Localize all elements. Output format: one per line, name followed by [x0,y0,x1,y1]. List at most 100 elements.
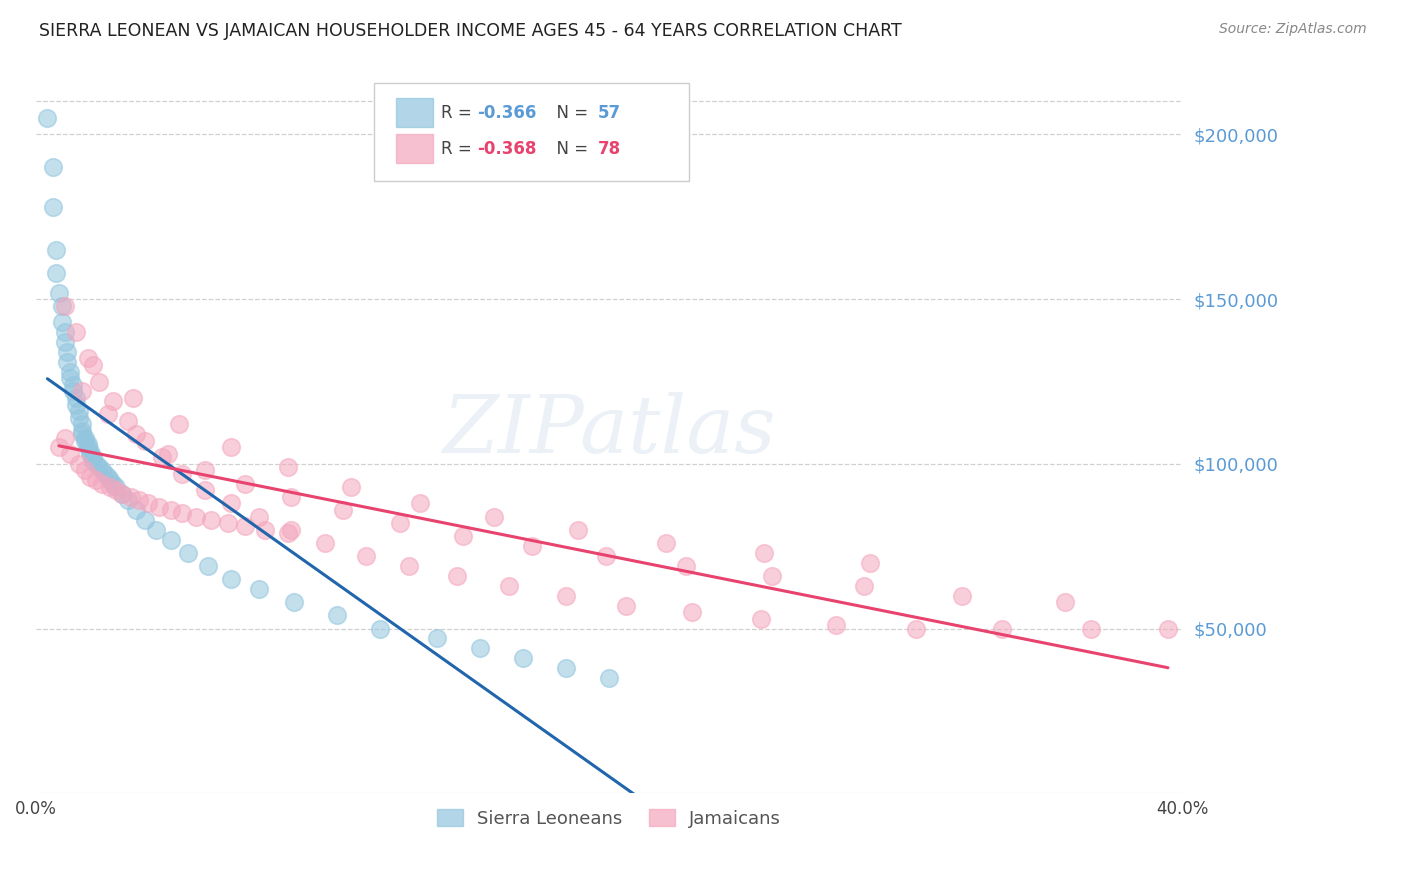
Point [853,579,876,593]
Point [100,480,122,494]
Text: N =: N = [546,140,593,158]
Point [555,661,578,675]
Point [117,493,139,508]
Point [824,618,846,632]
Point [56,355,79,369]
Point [93,467,115,481]
Point [67,457,90,471]
Point [217,516,239,531]
Point [398,559,420,574]
Point [62,377,84,392]
Point [484,509,506,524]
Text: R =: R = [440,103,477,121]
Text: 78: 78 [598,140,621,158]
Point [314,536,336,550]
Point [280,490,302,504]
Point [76,441,98,455]
Point [200,513,222,527]
Point [87,375,110,389]
Point [90,476,112,491]
Text: 57: 57 [598,103,621,121]
Point [136,496,159,510]
Point [254,523,277,537]
Point [249,509,271,524]
Point [73,430,96,444]
Point [105,480,128,494]
Point [675,559,697,574]
Point [598,671,620,685]
Point [134,434,156,448]
Point [283,595,305,609]
Point [65,398,87,412]
Point [681,605,703,619]
Point [233,519,256,533]
Point [67,410,90,425]
Point [53,325,76,339]
Point [125,427,148,442]
Point [159,503,181,517]
Point [53,334,76,349]
Point [655,536,678,550]
Point [388,516,411,531]
Point [79,447,101,461]
Point [90,463,112,477]
Point [197,559,219,574]
Text: Source: ZipAtlas.com: Source: ZipAtlas.com [1219,22,1367,37]
Point [498,579,520,593]
Point [426,632,449,646]
Point [79,470,101,484]
Point [45,243,67,257]
Point [122,391,145,405]
Point [1053,595,1076,609]
Point [82,453,104,467]
Point [76,351,98,366]
Point [134,513,156,527]
Point [194,463,217,477]
Point [277,460,299,475]
Point [82,450,104,465]
Point [520,539,543,553]
Point [76,437,98,451]
Point [761,569,783,583]
Point [125,503,148,517]
Point [219,496,242,510]
Point [42,161,65,175]
Point [111,486,134,500]
Point [120,490,142,504]
Point [177,546,200,560]
Point [167,417,190,432]
Point [468,641,491,656]
Point [219,441,242,455]
Point [59,365,82,379]
Point [249,582,271,596]
Point [326,608,349,623]
Text: -0.368: -0.368 [477,140,537,158]
Point [950,589,973,603]
Point [354,549,377,563]
Point [70,427,93,442]
Point [48,441,70,455]
Point [73,434,96,448]
Point [59,447,82,461]
Point [103,476,125,491]
Point [37,111,59,125]
Point [595,549,617,563]
Point [332,503,354,517]
Text: R =: R = [440,140,477,158]
Point [70,417,93,432]
Text: ZIPatlas: ZIPatlas [443,392,776,470]
Point [186,509,208,524]
Point [97,470,120,484]
Point [42,200,65,214]
Point [749,612,772,626]
Text: SIERRA LEONEAN VS JAMAICAN HOUSEHOLDER INCOME AGES 45 - 64 YEARS CORRELATION CHA: SIERRA LEONEAN VS JAMAICAN HOUSEHOLDER I… [39,22,903,40]
Point [194,483,217,498]
Point [103,394,125,409]
Point [70,384,93,399]
Point [100,474,122,488]
FancyBboxPatch shape [396,98,433,128]
Point [97,408,120,422]
Point [111,486,134,500]
Text: -0.366: -0.366 [477,103,537,121]
Point [512,651,534,665]
